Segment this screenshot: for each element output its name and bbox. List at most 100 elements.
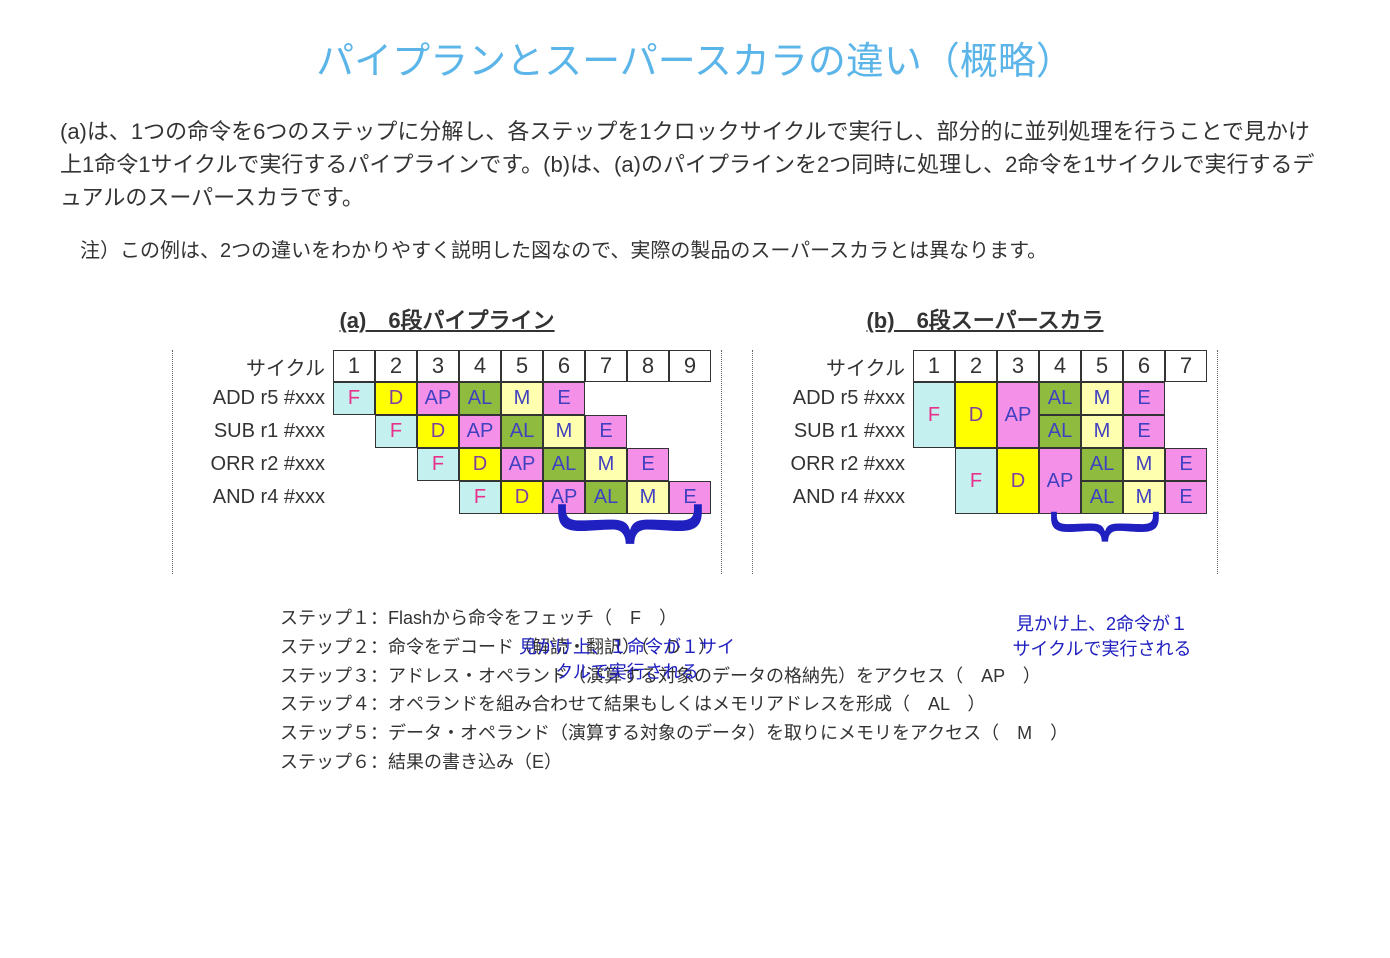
cycle-header: 5	[501, 350, 543, 382]
diagram-b: (b) 6段スーパースカラ サイクル1234567ADD r5 #xxxFDAP…	[752, 303, 1218, 574]
cycle-header: 2	[955, 350, 997, 382]
page-title: パイプランとスーパースカラの違い（概略）	[50, 30, 1340, 85]
intro-text: (a)は、1つの命令を6つのステップに分解し、各ステップを1クロックサイクルで実…	[60, 115, 1330, 214]
stage-cell-F: F	[333, 382, 375, 415]
stage-cell-D: D	[955, 382, 997, 448]
cycle-header: 9	[669, 350, 711, 382]
empty-cell	[375, 448, 417, 481]
diagrams-row: (a) 6段パイプライン サイクル123456789ADD r5 #xxxFDA…	[50, 303, 1340, 574]
step-line: ステップ６：結果の書き込み（E）	[280, 748, 1340, 777]
cycle-header: 3	[997, 350, 1039, 382]
stage-cell-M: M	[501, 382, 543, 415]
diagram-b-grid: サイクル1234567ADD r5 #xxxFDAPALMESUB r1 #xx…	[763, 350, 1207, 514]
brace-icon: ︸	[513, 536, 741, 627]
cycle-label: サイクル	[183, 350, 333, 382]
diagram-b-grid-wrap: サイクル1234567ADD r5 #xxxFDAPALMESUB r1 #xx…	[752, 350, 1218, 574]
stage-cell-AL: AL	[1039, 382, 1081, 415]
stage-cell-AP: AP	[459, 415, 501, 448]
stage-cell-AL: AL	[501, 415, 543, 448]
diagram-a-title: (a) 6段パイプライン	[339, 303, 554, 335]
stage-cell-F: F	[417, 448, 459, 481]
stage-cell-AP: AP	[1039, 448, 1081, 514]
cycle-header: 1	[333, 350, 375, 382]
empty-cell	[375, 481, 417, 514]
stage-cell-F: F	[375, 415, 417, 448]
stage-cell-E: E	[1165, 448, 1207, 481]
cycle-header: 6	[543, 350, 585, 382]
cycle-header: 8	[627, 350, 669, 382]
stage-cell-AL: AL	[1081, 448, 1123, 481]
empty-cell	[669, 415, 711, 448]
stage-cell-F: F	[459, 481, 501, 514]
cycle-header: 7	[1165, 350, 1207, 382]
instruction-label: AND r4 #xxx	[183, 481, 333, 514]
empty-cell	[333, 481, 375, 514]
empty-cell	[1165, 415, 1207, 448]
stage-cell-F: F	[955, 448, 997, 514]
stage-cell-AL: AL	[543, 448, 585, 481]
stage-cell-D: D	[417, 415, 459, 448]
empty-cell	[913, 448, 955, 481]
stage-cell-AP: AP	[417, 382, 459, 415]
diagram-a-grid: サイクル123456789ADD r5 #xxxFDAPALMESUB r1 #…	[183, 350, 711, 514]
stage-cell-E: E	[627, 448, 669, 481]
stage-cell-M: M	[1081, 382, 1123, 415]
cycle-header: 7	[585, 350, 627, 382]
stage-cell-E: E	[1165, 481, 1207, 514]
cycle-header: 5	[1081, 350, 1123, 382]
stage-cell-E: E	[1123, 415, 1165, 448]
diagram-b-brace: ︸ 見かけ上、2命令が１サイクルで実行される	[1009, 536, 1195, 662]
cycle-label: サイクル	[763, 350, 913, 382]
diagram-a-brace-text: 見かけ上、１命令が１サイクルで実行される	[513, 635, 741, 685]
brace-icon: ︸	[1009, 536, 1195, 604]
instruction-label: ORR r2 #xxx	[763, 448, 913, 481]
diagram-a-brace: ︸ 見かけ上、１命令が１サイクルで実行される	[513, 536, 741, 685]
instruction-label: SUB r1 #xxx	[763, 415, 913, 448]
stage-cell-M: M	[543, 415, 585, 448]
stage-cell-E: E	[543, 382, 585, 415]
stage-cell-AL: AL	[1039, 415, 1081, 448]
empty-cell	[627, 382, 669, 415]
stage-cell-E: E	[1123, 382, 1165, 415]
stage-cell-E: E	[585, 415, 627, 448]
diagram-b-brace-text: 見かけ上、2命令が１サイクルで実行される	[1009, 612, 1195, 662]
stage-cell-M: M	[1123, 448, 1165, 481]
note-text: 注）この例は、2つの違いをわかりやすく説明した図なので、実際の製品のスーパースカ…	[80, 234, 1310, 263]
instruction-label: ORR r2 #xxx	[183, 448, 333, 481]
cycle-header: 4	[1039, 350, 1081, 382]
diagram-a-grid-wrap: サイクル123456789ADD r5 #xxxFDAPALMESUB r1 #…	[172, 350, 722, 574]
stage-cell-D: D	[375, 382, 417, 415]
empty-cell	[333, 415, 375, 448]
step-line: ステップ５：データ・オペランド（演算する対象のデータ）を取りにメモリをアクセス（…	[280, 719, 1340, 748]
stage-cell-D: D	[501, 481, 543, 514]
cycle-header: 1	[913, 350, 955, 382]
empty-cell	[1165, 382, 1207, 415]
stage-cell-D: D	[459, 448, 501, 481]
cycle-header: 4	[459, 350, 501, 382]
empty-cell	[585, 382, 627, 415]
empty-cell	[669, 382, 711, 415]
empty-cell	[669, 448, 711, 481]
empty-cell	[417, 481, 459, 514]
empty-cell	[913, 481, 955, 514]
empty-cell	[627, 415, 669, 448]
stage-cell-F: F	[913, 382, 955, 448]
instruction-label: SUB r1 #xxx	[183, 415, 333, 448]
diagram-b-title: (b) 6段スーパースカラ	[866, 303, 1103, 335]
step-line: ステップ３：アドレス・オペランド（演算する対象のデータの格納先）をアクセス（ A…	[280, 662, 1340, 691]
stage-cell-AL: AL	[459, 382, 501, 415]
stage-cell-M: M	[585, 448, 627, 481]
step-line: ステップ４：オペランドを組み合わせて結果もしくはメモリアドレスを形成（ AL ）	[280, 690, 1340, 719]
cycle-header: 3	[417, 350, 459, 382]
empty-cell	[333, 448, 375, 481]
stage-cell-M: M	[1081, 415, 1123, 448]
stage-cell-AP: AP	[997, 382, 1039, 448]
cycle-header: 6	[1123, 350, 1165, 382]
instruction-label: ADD r5 #xxx	[763, 382, 913, 415]
instruction-label: AND r4 #xxx	[763, 481, 913, 514]
instruction-label: ADD r5 #xxx	[183, 382, 333, 415]
diagram-a: (a) 6段パイプライン サイクル123456789ADD r5 #xxxFDA…	[172, 303, 722, 574]
stage-cell-AP: AP	[501, 448, 543, 481]
stage-cell-D: D	[997, 448, 1039, 514]
cycle-header: 2	[375, 350, 417, 382]
